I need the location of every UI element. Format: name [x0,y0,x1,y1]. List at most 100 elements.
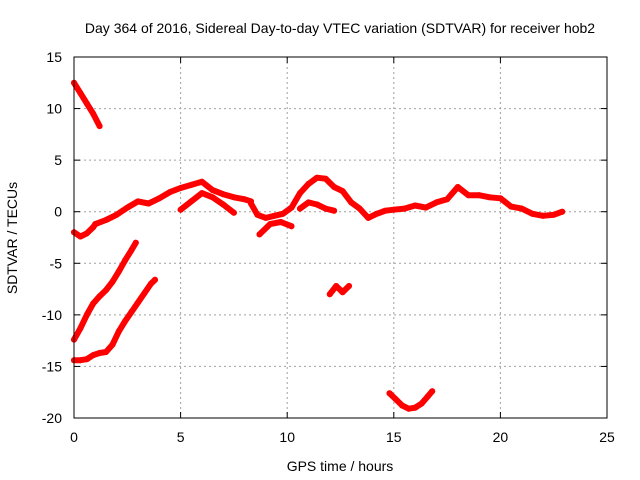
data-point [77,325,84,332]
data-point [297,205,303,212]
data-point [90,110,97,117]
y-axis-label: SDTVAR / TECUs [4,182,20,294]
data-point [109,341,116,348]
data-point [241,196,248,203]
x-tick-label: 5 [177,429,185,445]
data-point [429,388,436,395]
y-tick-label: -10 [42,307,62,323]
data-point [418,400,425,407]
data-point [365,214,372,221]
data-point [132,239,139,246]
data-point [177,206,184,213]
data-point [141,290,148,297]
plot-frame [73,56,608,419]
data-point [559,208,566,215]
data-point [267,221,274,228]
data-point [209,194,216,201]
data-point [77,357,84,364]
data-point [314,174,320,181]
data-point [305,180,312,187]
series-arc-8 [256,219,295,238]
data-point [96,350,103,356]
y-tick-label: 5 [54,152,62,168]
data-point [390,206,397,213]
data-point [135,299,141,306]
data-point [188,181,195,188]
data-point [122,257,129,264]
data-point [109,278,116,285]
data-point [339,289,346,296]
x-tick-label: 15 [386,429,402,445]
data-point [152,276,158,283]
data-point [331,184,338,190]
data-point [262,214,269,221]
data-point [271,212,278,219]
data-point [145,200,152,207]
y-tick-label: -20 [42,410,62,426]
data-point [508,203,515,210]
y-tick-label: 15 [46,49,62,65]
data-point [550,211,557,218]
data-point [83,230,90,237]
data-point [103,217,109,223]
data-point [326,291,333,298]
data-point [254,211,261,218]
data-point [96,293,103,300]
data-point [92,221,99,228]
data-point [230,209,237,216]
data-point [113,211,120,218]
data-point [230,194,237,201]
data-point [248,200,254,207]
data-point [209,187,216,194]
data-point [540,212,546,219]
data-point [103,349,109,355]
data-point [90,352,97,359]
data-point [177,185,184,191]
data-point [422,204,429,211]
data-point [405,405,412,412]
data-point [147,280,154,287]
x-tick-label: 10 [279,429,295,445]
data-point [322,175,329,182]
axis-ticks [73,56,608,419]
data-point [305,199,312,206]
y-tick-label: 0 [54,204,62,220]
data-point [497,195,504,202]
data-point [220,191,227,198]
chart-title: Day 364 of 2016, Sidereal Day-to-day VTE… [85,20,595,36]
data-point [412,202,419,209]
series-layer [71,79,566,412]
y-tick-label: -5 [50,255,63,271]
data-point [412,404,419,411]
data-point [401,205,408,212]
data-point [465,192,472,199]
data-point [288,223,295,230]
data-point [322,205,329,212]
data-point [373,210,380,217]
data-point [128,308,135,315]
data-point [279,210,286,217]
data-point [77,233,84,240]
y-tick-label: -15 [42,358,62,374]
data-point [392,396,399,403]
x-tick-label: 25 [599,429,615,445]
data-point [198,178,205,185]
data-point [135,198,141,205]
grid-lines [74,57,607,418]
data-point [115,328,122,335]
data-point [277,219,284,225]
data-point [297,190,303,197]
series-arc-7 [248,174,566,221]
data-point [399,402,406,409]
y-tick-label: 10 [46,101,62,117]
x-tick-label: 0 [70,429,78,445]
data-point [77,90,84,97]
data-point [386,390,393,397]
series-arc-5 [92,178,254,228]
data-point [518,205,525,212]
data-point [166,189,173,196]
data-point [486,194,493,201]
x-tick-labels: 0 5 10 15 20 25 [70,429,615,445]
data-point [115,268,122,275]
